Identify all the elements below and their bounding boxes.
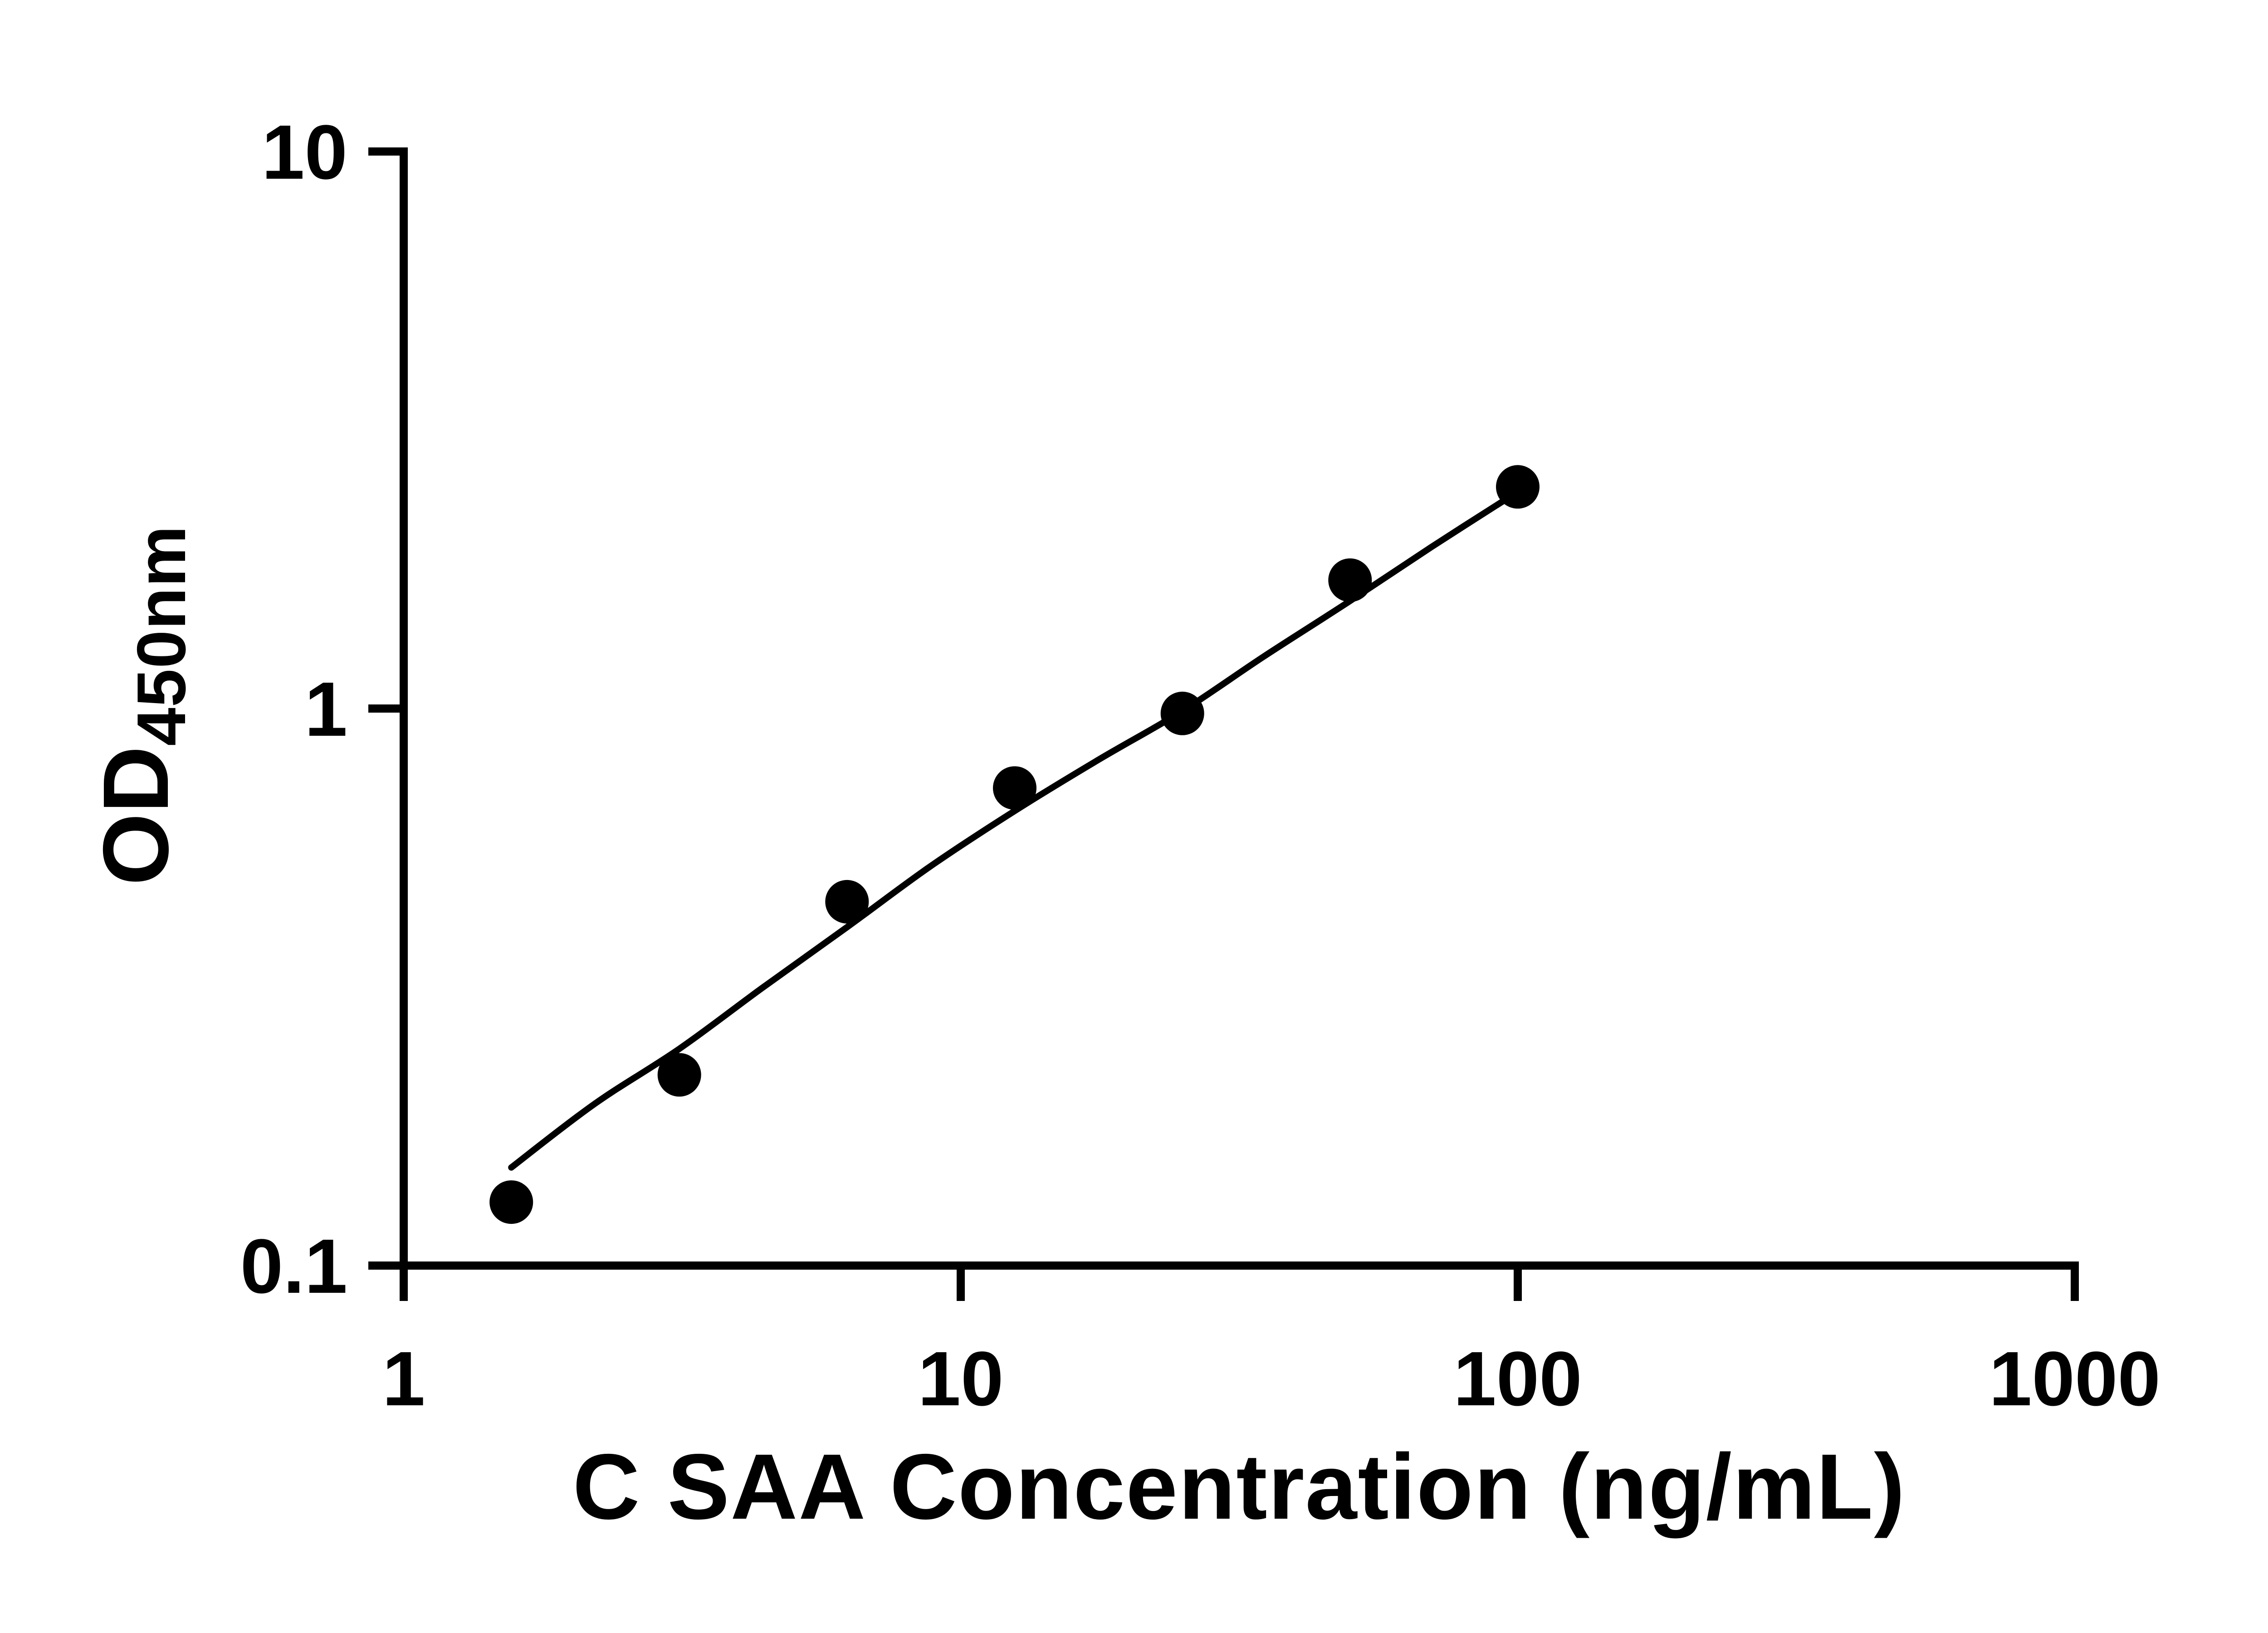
data-point xyxy=(993,766,1036,810)
x-axis-title: C SAA Concentration (ng/mL) xyxy=(572,1435,1906,1539)
y-axis-title: OD450nm xyxy=(83,525,200,886)
x-tick-label: 10 xyxy=(918,1336,1003,1422)
y-axis-title-sub: 450nm xyxy=(123,525,200,746)
data-point xyxy=(1160,691,1204,735)
y-tick-label: 0.1 xyxy=(240,1223,347,1310)
x-tick-label: 1 xyxy=(382,1336,425,1422)
axis-lines xyxy=(400,147,2079,1270)
data-point xyxy=(489,1180,533,1224)
y-tick-label: 10 xyxy=(262,109,347,196)
data-point xyxy=(825,880,869,924)
y-tick-label: 1 xyxy=(304,666,347,753)
data-point xyxy=(1496,465,1540,509)
y-axis-title-main: OD xyxy=(84,746,188,886)
data-point xyxy=(657,1053,701,1097)
x-tick-label: 1000 xyxy=(1989,1336,2160,1422)
data-point xyxy=(1328,558,1372,602)
x-tick-label: 100 xyxy=(1453,1336,1582,1422)
